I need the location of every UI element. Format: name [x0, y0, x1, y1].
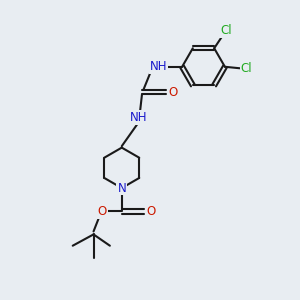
- Text: O: O: [168, 85, 178, 98]
- Text: Cl: Cl: [241, 62, 252, 75]
- Text: O: O: [146, 205, 155, 218]
- Text: Cl: Cl: [220, 24, 232, 37]
- Text: O: O: [98, 205, 107, 218]
- Text: NH: NH: [130, 111, 148, 124]
- Text: NH: NH: [150, 60, 167, 73]
- Text: N: N: [117, 182, 126, 194]
